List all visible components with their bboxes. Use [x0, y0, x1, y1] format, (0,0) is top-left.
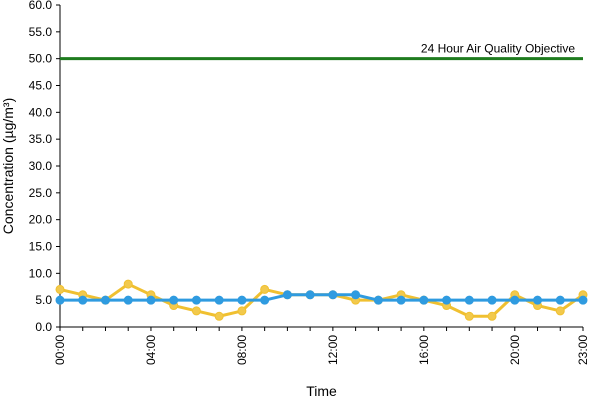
x-tick-label: 00:00 [53, 335, 67, 365]
data-point [214, 311, 224, 321]
data-point [533, 295, 543, 305]
data-point [123, 295, 133, 305]
x-tick-label: 08:00 [235, 335, 249, 365]
y-tick-label: 60.0 [29, 0, 53, 12]
data-point [123, 279, 133, 289]
y-tick-label: 55.0 [29, 25, 53, 39]
series-line [60, 293, 583, 302]
series-group [55, 279, 588, 321]
data-point [555, 295, 565, 305]
data-point [191, 306, 201, 316]
y-tick-label: 45.0 [29, 79, 53, 93]
y-tick-label: 0.0 [35, 320, 52, 334]
data-point [351, 290, 361, 300]
x-tick-label: 04:00 [144, 335, 158, 365]
data-point [237, 306, 247, 316]
data-point [191, 295, 201, 305]
data-point [442, 295, 452, 305]
data-point [555, 306, 565, 316]
data-point [260, 295, 270, 305]
x-axis-title: Time [306, 383, 337, 399]
y-tick-label: 40.0 [29, 105, 53, 119]
data-point [373, 295, 383, 305]
y-tick-label: 30.0 [29, 159, 53, 173]
y-tick-label: 50.0 [29, 52, 53, 66]
data-point [328, 290, 338, 300]
data-point [487, 311, 497, 321]
x-tick-label: 20:00 [508, 335, 522, 365]
y-tick-label: 20.0 [29, 213, 53, 227]
y-axis-title: Concentration (µg/m³) [0, 98, 16, 234]
data-point [464, 311, 474, 321]
x-tick-label: 16:00 [417, 335, 431, 365]
y-tick-label: 35.0 [29, 132, 53, 146]
series-2 [55, 290, 588, 305]
x-tick-label: 12:00 [326, 335, 340, 365]
data-point [78, 295, 88, 305]
data-point [419, 295, 429, 305]
reference-line-label: 24 Hour Air Quality Objective [421, 42, 575, 56]
y-tick-label: 15.0 [29, 240, 53, 254]
data-point [578, 295, 588, 305]
data-point [100, 295, 110, 305]
y-tick-label: 10.0 [29, 266, 53, 280]
data-point [214, 295, 224, 305]
data-point [282, 290, 292, 300]
x-tick-label: 23:00 [576, 335, 590, 365]
reference-line-group: 24 Hour Air Quality Objective [60, 42, 583, 61]
data-point [237, 295, 247, 305]
data-point [487, 295, 497, 305]
data-point [260, 284, 270, 294]
y-tick-label: 25.0 [29, 186, 53, 200]
data-point [396, 295, 406, 305]
data-point [55, 295, 65, 305]
data-point [305, 290, 315, 300]
data-point [510, 295, 520, 305]
data-point [146, 295, 156, 305]
axes: 0.0 5.0 10.0 15.0 20.0 25.0 30.0 35.0 40.0 45.0 50… [29, 0, 590, 365]
data-point [464, 295, 474, 305]
y-tick-label: 5.0 [35, 293, 52, 307]
data-point [55, 284, 65, 294]
data-point [169, 295, 179, 305]
